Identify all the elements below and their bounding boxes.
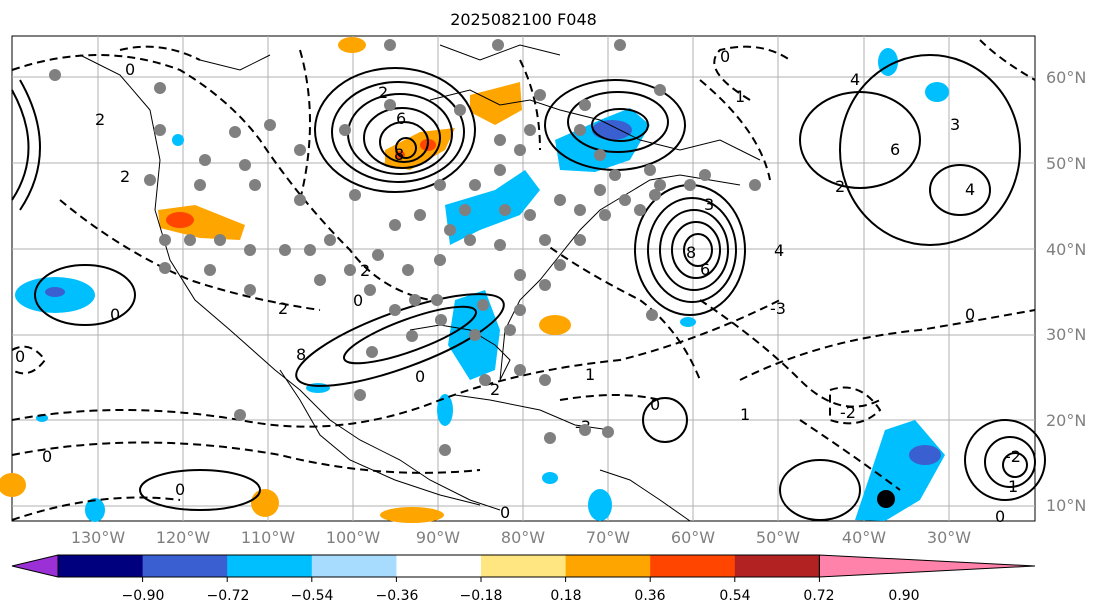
lat-label: 20°N <box>1046 411 1087 430</box>
contour-label: 1 <box>735 87 745 106</box>
contour-label: 3 <box>950 115 960 134</box>
colorbar-tick-label: −0.72 <box>206 588 250 604</box>
station-markers <box>49 39 761 456</box>
contour-label: -2 <box>840 403 856 422</box>
lon-label: 30°W <box>926 528 972 547</box>
contour-label: 0 <box>720 47 730 66</box>
contour-label: 2 <box>278 299 288 318</box>
colorbar-segment <box>142 555 228 577</box>
colorbar-outline <box>57 554 820 578</box>
colorbar-tick-label: −0.18 <box>459 588 503 604</box>
contour-label: 2 <box>378 83 388 102</box>
map-title: 2025082100 F048 <box>450 10 597 29</box>
contour-label: 2 <box>95 110 105 129</box>
contour-label: 6 <box>396 109 406 128</box>
contour-label: 8 <box>394 145 404 164</box>
contour-label: 2 <box>490 380 500 399</box>
colorbar-tick-label: 0.18 <box>550 588 582 604</box>
lat-label: 30°N <box>1046 325 1087 344</box>
contour-label: -2 <box>1005 447 1021 466</box>
contour-label: 3 <box>704 195 714 214</box>
colorbar-tick-label: −0.90 <box>121 588 165 604</box>
lat-label: 10°N <box>1046 496 1087 515</box>
contour-label: 0 <box>415 367 425 386</box>
colorbar-extend-high <box>818 554 1036 578</box>
coastlines <box>79 44 761 522</box>
contour-label: 1 <box>740 405 750 424</box>
colorbar-segment <box>396 555 482 577</box>
colorbar-segment <box>58 555 144 577</box>
contour-label: 0 <box>175 480 185 499</box>
contour-label: 0 <box>965 305 975 324</box>
lon-label: 60°W <box>670 528 716 547</box>
lon-label: 70°W <box>585 528 631 547</box>
contour-label: 8 <box>686 243 696 262</box>
contour-label: 0 <box>125 60 135 79</box>
contour-label: 6 <box>700 260 710 279</box>
colorbar-tick-label: 0.36 <box>634 588 666 604</box>
contour-label: 2 <box>835 177 845 196</box>
colorbar-extend-low <box>11 554 59 578</box>
lon-label: 40°W <box>841 528 887 547</box>
colorbar-tick-label: 0.72 <box>803 588 835 604</box>
lon-label: 100°W <box>325 528 381 547</box>
contour-label: 2 <box>360 261 370 280</box>
lon-label: 50°W <box>755 528 801 547</box>
contour-label: 0 <box>42 447 52 466</box>
contour-label: 8 <box>296 345 306 364</box>
colorbar-tick-label: 0.54 <box>719 588 751 604</box>
contour-label: 0 <box>353 291 363 310</box>
shaded-field <box>0 37 949 523</box>
lon-label: 120°W <box>155 528 211 547</box>
colorbar-tick-label: −0.36 <box>375 588 419 604</box>
contour-label: 0 <box>15 347 25 366</box>
lat-label: 40°N <box>1046 240 1087 259</box>
contour-label: 4 <box>850 70 860 89</box>
contours <box>11 39 1046 521</box>
contour-label: 1 <box>1008 477 1018 496</box>
contour-label: 4 <box>774 241 784 260</box>
contour-label: 0 <box>500 503 510 522</box>
colorbar-segment <box>481 555 567 577</box>
lon-label: 80°W <box>500 528 546 547</box>
contour-label: 4 <box>965 180 975 199</box>
lon-label: 130°W <box>70 528 126 547</box>
colorbar-segment <box>565 555 651 577</box>
colorbar-tick-label: −0.54 <box>290 588 334 604</box>
colorbar-tick-label: 0.90 <box>888 588 920 604</box>
contour-label: -3 <box>770 299 786 318</box>
colorbar-segment <box>650 555 736 577</box>
contour-label: 2 <box>120 167 130 186</box>
lon-label: 110°W <box>240 528 296 547</box>
storm-marker <box>877 490 895 508</box>
lat-label: 60°N <box>1046 68 1087 87</box>
colorbar-segment <box>311 555 397 577</box>
contour-label: 6 <box>890 140 900 159</box>
colorbar-segment <box>734 555 820 577</box>
contour-label: 0 <box>650 395 660 414</box>
lon-label: 90°W <box>415 528 461 547</box>
colorbar-segment <box>227 555 313 577</box>
contour-label: 0 <box>110 305 120 324</box>
contour-label: 0 <box>995 507 1005 526</box>
colorbar <box>11 554 1036 582</box>
lat-label: 50°N <box>1046 154 1087 173</box>
contour-label: 1 <box>585 365 595 384</box>
